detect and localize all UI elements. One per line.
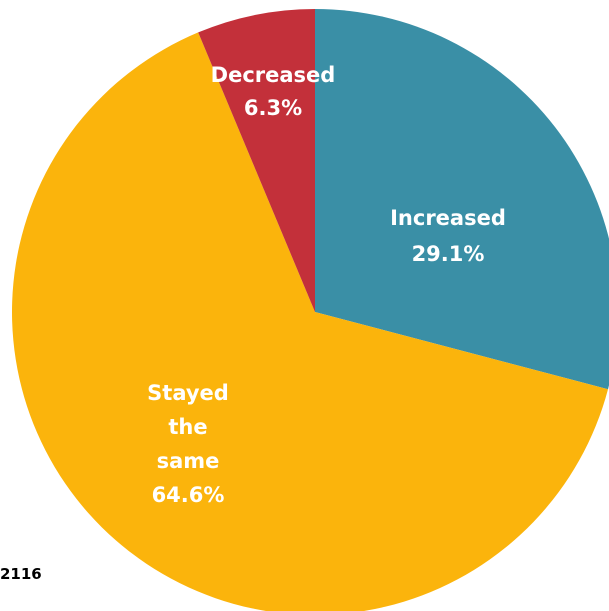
slice-label-stayed-the-same: Stayed the same 64.6%	[147, 381, 229, 507]
pie-slice-stayed-the-same	[12, 32, 608, 611]
slice-label-decreased: Decreased 6.3%	[211, 63, 336, 120]
pie-slices	[12, 9, 609, 611]
slice-label-increased: Increased 29.1%	[390, 206, 506, 266]
pie-slice-decreased	[198, 9, 315, 312]
pie-labels: Increased 29.1% Stayed the same 64.6% Decrease…	[147, 63, 506, 507]
footnote-text: 2116	[0, 565, 42, 583]
pie-slice-increased	[315, 9, 609, 390]
